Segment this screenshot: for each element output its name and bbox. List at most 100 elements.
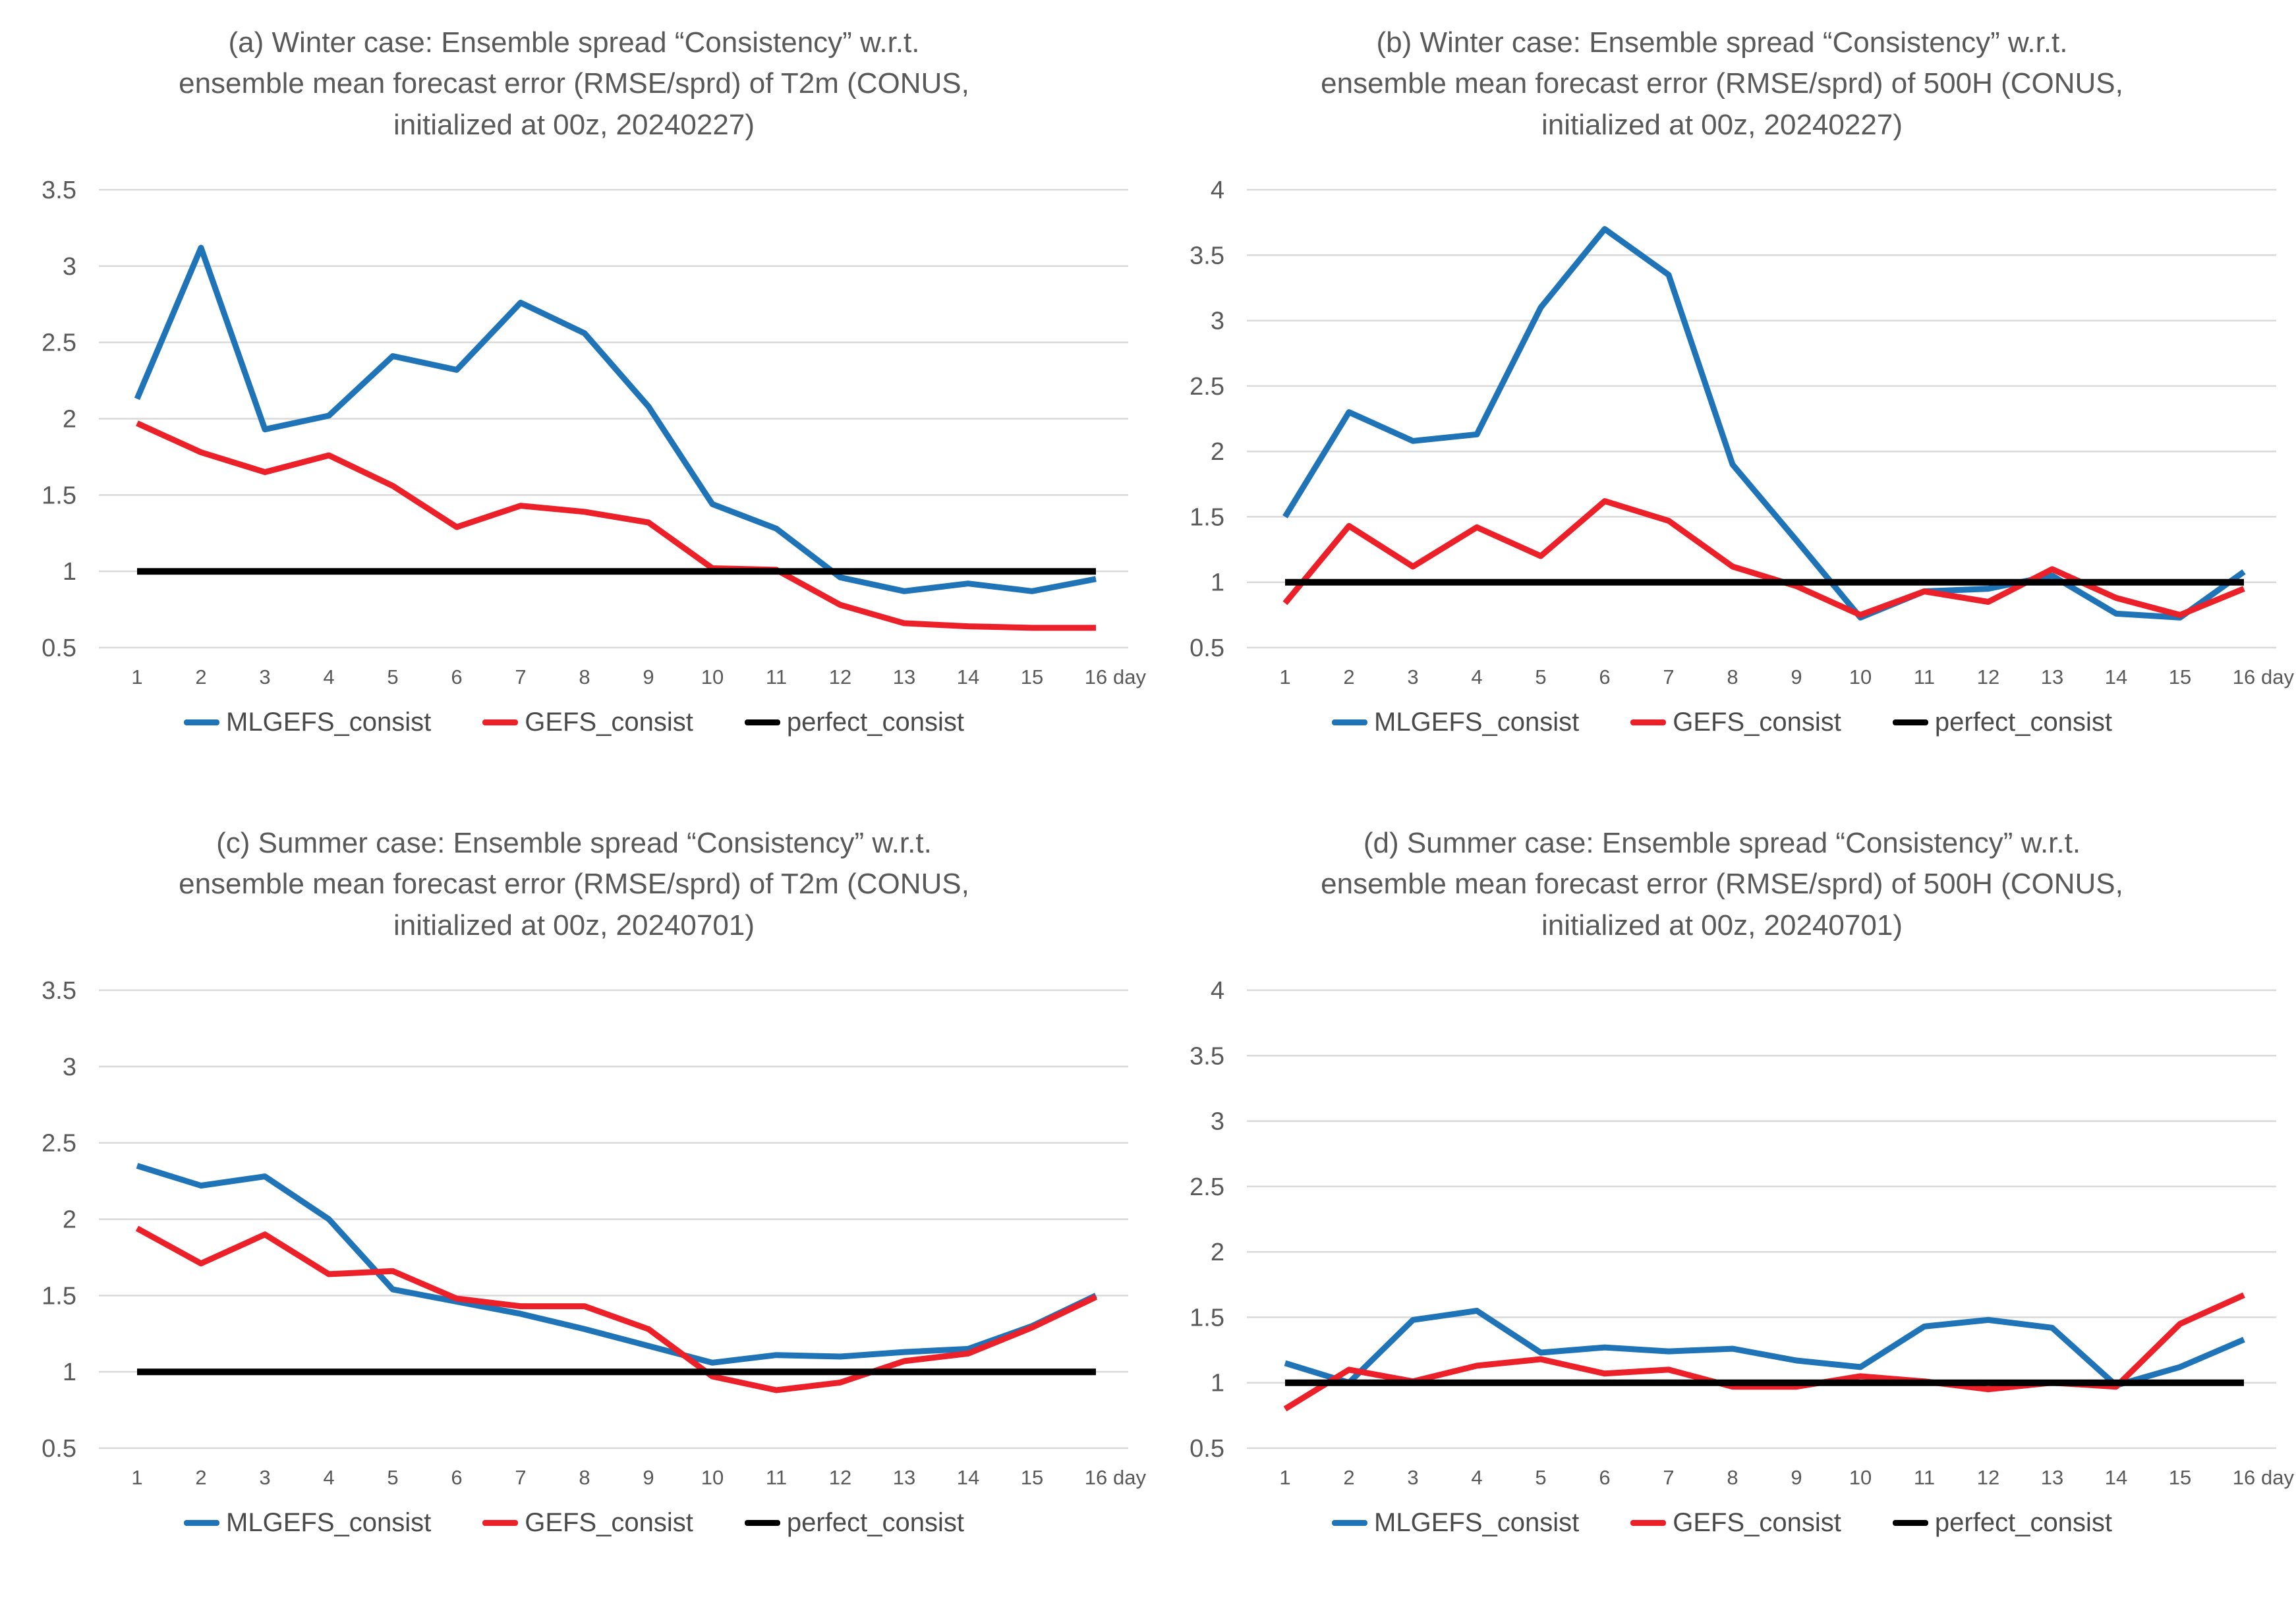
x-tick-label: 4 bbox=[323, 1466, 334, 1489]
legend-item-perfect_consist: perfect_consist bbox=[744, 1508, 964, 1538]
x-tick-label: 14 bbox=[957, 665, 979, 688]
legend-swatch-GEFS_consist bbox=[482, 719, 519, 725]
x-tick-label: 5 bbox=[387, 665, 398, 688]
x-tick-label: 11 bbox=[766, 665, 787, 688]
x-tick-label: 1 bbox=[1279, 1466, 1290, 1489]
x-tick-label: 3 bbox=[1407, 1466, 1418, 1489]
legend-swatch-GEFS_consist bbox=[1630, 719, 1667, 725]
x-tick-label: 2 bbox=[1343, 665, 1354, 688]
y-tick-label: 0.5 bbox=[42, 634, 76, 662]
x-tick-label: 10 bbox=[701, 665, 724, 688]
legend-label: perfect_consist bbox=[1934, 1508, 2112, 1537]
y-tick-label: 3.5 bbox=[42, 977, 76, 1005]
line-chart-c: 3.532.521.510.51 2 3 4 5 6 7 8 9 10 11 12 13 14 15 16 da… bbox=[42, 977, 1146, 1489]
legend-item-MLGEFS_consist: MLGEFS_consist bbox=[184, 1508, 431, 1538]
x-tick-label: 3 bbox=[259, 665, 270, 688]
x-tick-label: 3 bbox=[1407, 665, 1418, 688]
y-tick-label: 0.5 bbox=[42, 1435, 76, 1463]
x-tick-label: 2 bbox=[195, 1466, 206, 1489]
x-tick-label: 16 bbox=[2233, 1466, 2255, 1489]
y-tick-label: 2.5 bbox=[1190, 1173, 1224, 1201]
legend-label: MLGEFS_consist bbox=[1374, 708, 1580, 737]
legend-swatch-MLGEFS_consist bbox=[184, 719, 220, 725]
x-tick-label: 7 bbox=[1663, 665, 1674, 688]
chart-title-b: (b) Winter case: Ensemble spread “Consis… bbox=[1321, 26, 2123, 141]
panel-a: (a) Winter case: Ensemble spread “Consis… bbox=[0, 0, 1148, 800]
chart-legend-c: MLGEFS_consist GEFS_consist perfect_consis… bbox=[0, 1508, 1148, 1538]
y-tick-label: 2.5 bbox=[42, 1130, 76, 1158]
y-tick-label: 0.5 bbox=[1190, 1435, 1224, 1463]
x-tick-label: 7 bbox=[515, 1466, 526, 1489]
legend-label: GEFS_consist bbox=[525, 708, 693, 737]
legend-item-perfect_consist: perfect_consist bbox=[744, 708, 964, 737]
legend-item-MLGEFS_consist: MLGEFS_consist bbox=[184, 708, 431, 737]
x-tick-label: 11 bbox=[1914, 1466, 1935, 1489]
y-tick-label: 3.5 bbox=[42, 177, 76, 204]
chart-legend-b: MLGEFS_consist GEFS_consist perfect_consis… bbox=[1148, 708, 2296, 737]
legend-label: MLGEFS_consist bbox=[226, 708, 432, 737]
legend-label: GEFS_consist bbox=[1673, 708, 1841, 737]
x-tick-label: 8 bbox=[1727, 1466, 1738, 1489]
x-tick-label: 15 bbox=[2169, 1466, 2191, 1489]
x-tick-label: 6 bbox=[451, 665, 462, 688]
series-line-MLGEFS_consist bbox=[1284, 1308, 2245, 1389]
y-tick-label: 2 bbox=[63, 1206, 76, 1234]
x-tick-label: 10 bbox=[1849, 1466, 1872, 1489]
y-tick-label: 1.5 bbox=[1190, 1304, 1224, 1332]
x-tick-label: 13 bbox=[2041, 665, 2063, 688]
x-tick-label: 8 bbox=[579, 1466, 590, 1489]
x-tick-label: 9 bbox=[1791, 1466, 1802, 1489]
x-tick-label: 9 bbox=[643, 1466, 654, 1489]
legend-label: MLGEFS_consist bbox=[226, 1508, 432, 1537]
x-tick-label: 14 bbox=[2105, 665, 2127, 688]
y-tick-label: 1 bbox=[63, 558, 76, 586]
chart-legend-d: MLGEFS_consist GEFS_consist perfect_consis… bbox=[1148, 1508, 2296, 1538]
legend-swatch-GEFS_consist bbox=[482, 1520, 519, 1526]
legend-swatch-MLGEFS_consist bbox=[184, 1520, 220, 1526]
y-tick-label: 2.5 bbox=[42, 329, 76, 357]
y-tick-label: 2 bbox=[1211, 438, 1224, 466]
legend-item-GEFS_consist: GEFS_consist bbox=[482, 708, 693, 737]
chart-title-d: (d) Summer case: Ensemble spread “Consis… bbox=[1321, 827, 2123, 941]
y-tick-label: 3 bbox=[63, 253, 76, 281]
series-line-MLGEFS_consist bbox=[134, 244, 1097, 594]
x-tick-label: 3 bbox=[259, 1466, 270, 1489]
x-tick-label: 13 bbox=[893, 1466, 915, 1489]
y-tick-label: 2 bbox=[1211, 1239, 1224, 1266]
series-line-MLGEFS_consist bbox=[136, 1163, 1097, 1366]
legend-swatch-MLGEFS_consist bbox=[1332, 1520, 1368, 1526]
legend-label: perfect_consist bbox=[1934, 708, 2112, 737]
legend-swatch-perfect_consist bbox=[744, 719, 780, 725]
legend-item-perfect_consist: perfect_consist bbox=[1892, 708, 2112, 737]
x-tick-label: 12 bbox=[829, 665, 851, 688]
x-tick-label: 15 bbox=[1021, 1466, 1043, 1489]
x-tick-label: 13 bbox=[893, 665, 915, 688]
legend-item-perfect_consist: perfect_consist bbox=[1892, 1508, 2112, 1538]
y-tick-label: 1 bbox=[1211, 1370, 1224, 1397]
y-tick-label: 3.5 bbox=[1190, 1042, 1224, 1070]
x-axis-suffix: day bbox=[1113, 1466, 1146, 1489]
legend-item-GEFS_consist: GEFS_consist bbox=[1630, 1508, 1841, 1538]
x-tick-label: 8 bbox=[1727, 665, 1738, 688]
x-tick-label: 2 bbox=[1343, 1466, 1354, 1489]
chart-legend-a: MLGEFS_consist GEFS_consist perfect_consis… bbox=[0, 708, 1148, 737]
x-tick-label: 14 bbox=[2105, 1466, 2127, 1489]
x-tick-label: 1 bbox=[131, 1466, 142, 1489]
legend-label: perfect_consist bbox=[786, 1508, 964, 1537]
y-tick-label: 1.5 bbox=[1190, 503, 1224, 531]
panel-b: (b) Winter case: Ensemble spread “Consis… bbox=[1148, 0, 2296, 800]
x-tick-label: 6 bbox=[1599, 1466, 1610, 1489]
x-tick-label: 14 bbox=[957, 1466, 979, 1489]
x-tick-label: 8 bbox=[579, 665, 590, 688]
x-tick-label: 5 bbox=[387, 1466, 398, 1489]
x-axis-suffix: day bbox=[2261, 665, 2294, 688]
y-tick-label: 3.5 bbox=[1190, 242, 1224, 269]
legend-swatch-perfect_consist bbox=[1892, 719, 1928, 725]
x-tick-label: 13 bbox=[2041, 1466, 2063, 1489]
y-tick-label: 4 bbox=[1211, 177, 1224, 204]
chart-title-c: (c) Summer case: Ensemble spread “Consis… bbox=[179, 827, 969, 941]
x-tick-label: 5 bbox=[1535, 665, 1546, 688]
legend-swatch-MLGEFS_consist bbox=[1332, 719, 1368, 725]
x-tick-label: 6 bbox=[1599, 665, 1610, 688]
y-tick-label: 3 bbox=[63, 1053, 76, 1081]
